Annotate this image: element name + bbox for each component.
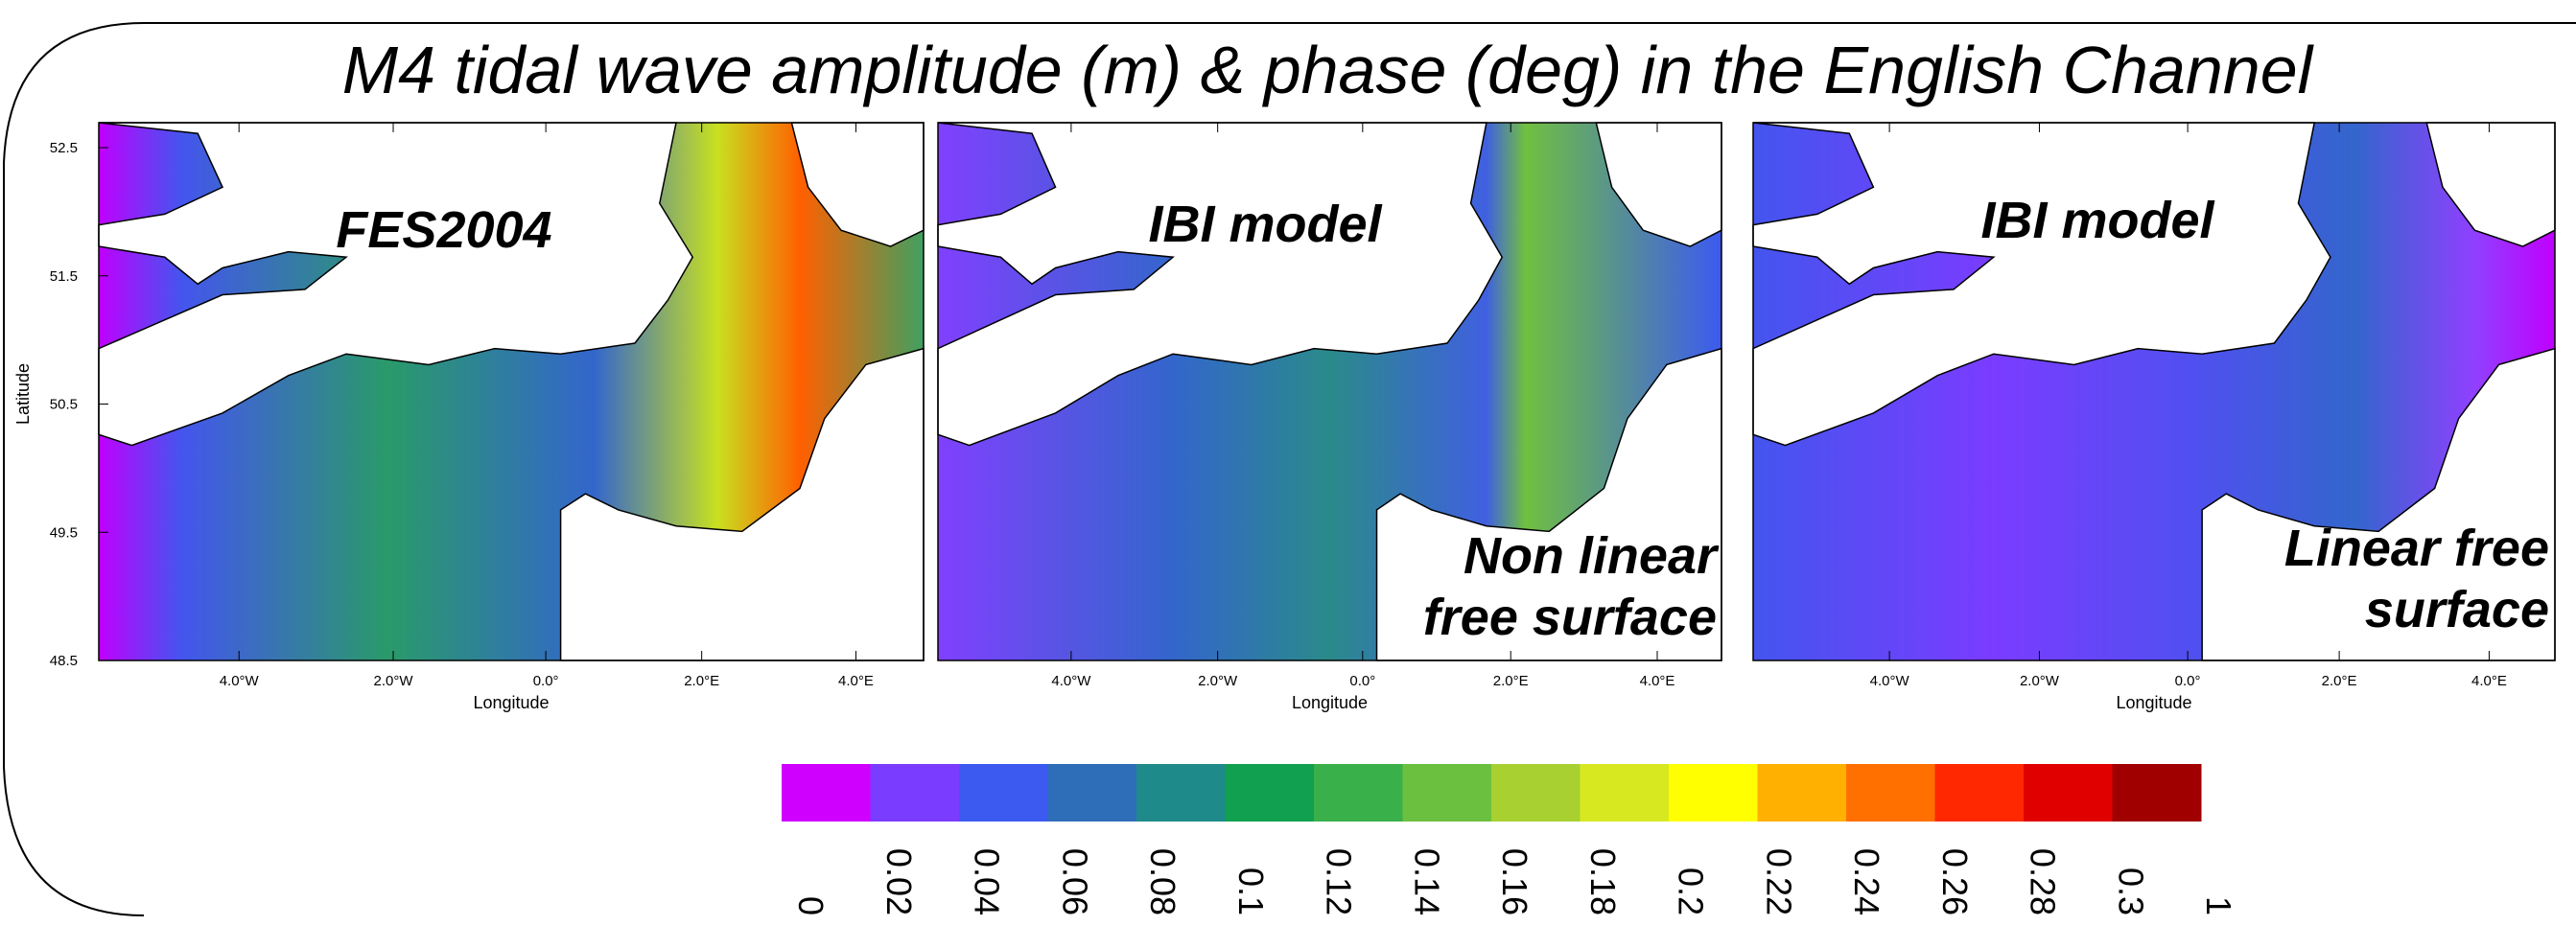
color-swatch xyxy=(1669,764,1758,822)
map-panel: 4.0°W 2.0°W 0.0° 2.0°E 4.0°E Longitude 52.5 51.… xyxy=(13,122,925,712)
colorbar-label: 0.26 xyxy=(1935,848,1975,915)
x-tick-label: 2.0°E xyxy=(684,673,719,689)
color-swatch xyxy=(1934,764,2025,822)
y-tick-label: 50.5 xyxy=(50,397,78,413)
colorbar-label: 0.22 xyxy=(1759,848,1798,915)
y-tick-label: 48.5 xyxy=(50,653,78,669)
colorbar-label: 0.3 xyxy=(2111,868,2150,915)
color-swatch xyxy=(1757,764,1847,822)
x-tick-label: 4.0°E xyxy=(838,673,874,689)
colorbar-label: 0.02 xyxy=(879,848,919,915)
map-frame xyxy=(98,122,925,661)
map-panel: 4.0°W 2.0°W 0.0° 2.0°E 4.0°E Longitude IBI mod… xyxy=(937,122,1722,712)
panel-note: Non linear xyxy=(1464,527,1720,585)
color-swatch xyxy=(1047,764,1137,822)
x-tick-label: 2.0°E xyxy=(1493,673,1529,689)
panel-label: FES2004 xyxy=(336,201,551,259)
colorbar-label: 0.2 xyxy=(1672,868,1711,915)
colorbar-label: 0.24 xyxy=(1847,848,1886,915)
colorbar-label: 0.14 xyxy=(1407,848,1446,915)
slide-frame xyxy=(3,22,2576,916)
x-tick-label: 2.0°E xyxy=(2322,673,2357,689)
color-swatch xyxy=(1314,764,1403,822)
color-swatch xyxy=(959,764,1048,822)
colorbar-label: 0.06 xyxy=(1055,848,1094,915)
y-tick-label: 49.5 xyxy=(50,524,78,541)
colorbar-label: 0.04 xyxy=(968,848,1007,915)
colorbar: 0 0.02 0.04 0.06 0.08 0.1 0.12 0.14 0.16 0.18 0.2 0… xyxy=(782,764,2238,915)
y-tick-label: 52.5 xyxy=(50,140,78,156)
y-axis-label: Latitude xyxy=(13,363,33,425)
color-swatch xyxy=(1580,764,1670,822)
x-tick-label: 0.0° xyxy=(2175,673,2201,689)
colorbar-label: 1 xyxy=(2199,896,2238,915)
panel-note: surface xyxy=(2365,581,2549,638)
colorbar-label: 0.12 xyxy=(1320,848,1359,915)
x-tick-label: 4.0°W xyxy=(1870,673,1910,689)
x-tick-label: 4.0°W xyxy=(220,673,260,689)
colorbar-label: 0.28 xyxy=(2024,848,2063,915)
x-tick-label: 2.0°W xyxy=(2020,673,2060,689)
map-frame xyxy=(937,122,1722,661)
color-swatch xyxy=(782,764,871,822)
color-swatch xyxy=(2112,764,2202,822)
colorbar-label: 0.1 xyxy=(1231,868,1271,915)
x-axis-label: Longitude xyxy=(1292,693,1368,712)
x-axis-label: Longitude xyxy=(2116,693,2191,712)
panels: 4.0°W 2.0°W 0.0° 2.0°E 4.0°E Longitude 52.5 51.… xyxy=(13,122,2556,712)
panel-note: Linear free xyxy=(2284,520,2549,577)
x-tick-label: 4.0°E xyxy=(1640,673,1675,689)
x-tick-label: 4.0°E xyxy=(2471,673,2507,689)
colorbar-label: 0.16 xyxy=(1495,848,1534,915)
color-swatch xyxy=(1225,764,1315,822)
panel-label: IBI model xyxy=(1148,196,1382,253)
map-frame xyxy=(1752,122,2556,661)
x-tick-label: 2.0°W xyxy=(374,673,414,689)
x-tick-label: 2.0°W xyxy=(1198,673,1238,689)
panel-label: IBI model xyxy=(1980,192,2214,249)
color-swatch xyxy=(1402,764,1492,822)
slide-title: M4 tidal wave amplitude (m) & phase (deg… xyxy=(342,33,2315,107)
colorbar-label: 0 xyxy=(791,896,831,915)
color-swatch xyxy=(1846,764,1935,822)
panel-note: free surface xyxy=(1423,589,1717,646)
x-tick-label: 4.0°W xyxy=(1051,673,1091,689)
colorbar-label: 0.08 xyxy=(1143,848,1183,915)
color-swatch xyxy=(870,764,960,822)
y-tick-label: 51.5 xyxy=(50,268,78,285)
colorbar-label: 0.18 xyxy=(1583,848,1623,915)
color-swatch xyxy=(1136,764,1226,822)
x-tick-label: 0.0° xyxy=(1349,673,1375,689)
x-tick-label: 0.0° xyxy=(533,673,559,689)
x-axis-label: Longitude xyxy=(473,693,549,712)
color-swatch xyxy=(1491,764,1581,822)
map-panel: 4.0°W 2.0°W 0.0° 2.0°E 4.0°E Longitude IBI mod… xyxy=(1752,122,2556,712)
color-swatch xyxy=(2024,764,2113,822)
